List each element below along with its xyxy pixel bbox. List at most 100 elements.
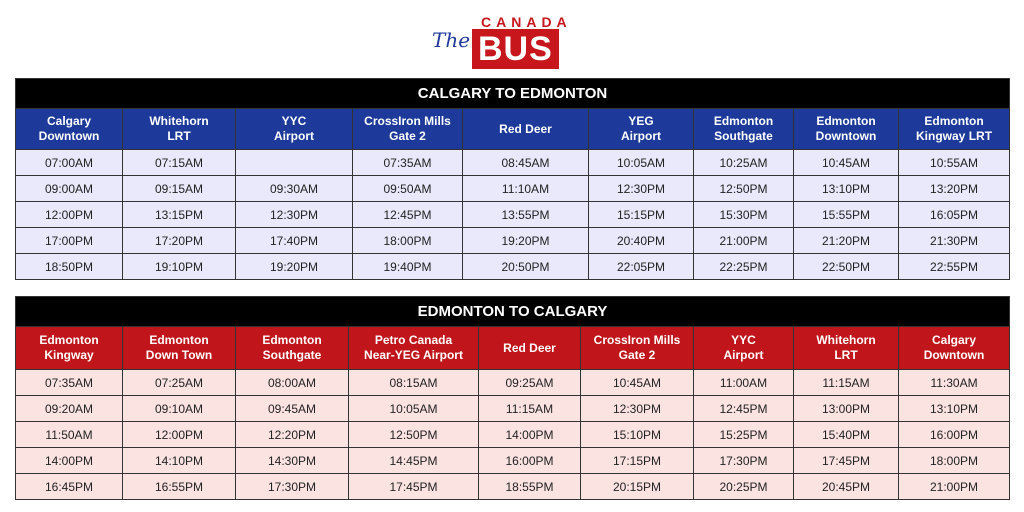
column-header: YYC Airport <box>235 108 353 150</box>
time-cell <box>235 149 353 176</box>
table-row: 07:35AM 07:25AM 08:00AM 08:15AM 09:25AM 10:45… <box>15 369 1011 396</box>
time-cell: 21:20PM <box>793 227 899 254</box>
time-cell: 22:05PM <box>588 253 694 280</box>
time-cell: 18:50PM <box>15 253 123 280</box>
time-cell: 16:00PM <box>478 447 581 474</box>
time-cell: 15:25PM <box>693 421 794 448</box>
column-header: Edmonton Southgate <box>235 326 349 370</box>
time-cell: 07:15AM <box>122 149 236 176</box>
column-header: Whitehorn LRT <box>122 108 236 150</box>
time-cell: 20:40PM <box>588 227 694 254</box>
time-cell: 13:10PM <box>793 175 899 202</box>
table-row: 07:00AM 07:15AM 07:35AM 08:45AM 10:05AM 10:25… <box>15 149 1011 176</box>
time-cell: 12:45PM <box>693 395 794 422</box>
time-cell: 17:30PM <box>693 447 794 474</box>
time-cell: 17:30PM <box>235 473 349 500</box>
time-cell: 11:50AM <box>15 421 123 448</box>
time-cell: 14:30PM <box>235 447 349 474</box>
table-title: EDMONTON TO CALGARY <box>14 296 1011 327</box>
time-cell: 10:05AM <box>588 149 694 176</box>
time-cell: 12:20PM <box>235 421 349 448</box>
time-cell: 11:10AM <box>462 175 589 202</box>
table-title: CALGARY TO EDMONTON <box>14 78 1011 109</box>
time-cell: 11:15AM <box>478 395 581 422</box>
time-cell: 12:00PM <box>15 201 123 228</box>
table-row: 14:00PM 14:10PM 14:30PM 14:45PM 16:00PM 17:15… <box>15 447 1011 474</box>
column-header: Calgary Downtown <box>897 326 1011 370</box>
time-cell: 13:10PM <box>897 395 1011 422</box>
time-cell: 13:20PM <box>897 175 1011 202</box>
time-cell: 14:45PM <box>348 447 479 474</box>
time-cell: 09:15AM <box>122 175 236 202</box>
time-cell: 16:45PM <box>15 473 123 500</box>
time-cell: 09:45AM <box>235 395 349 422</box>
time-cell: 22:50PM <box>793 253 899 280</box>
time-cell: 19:10PM <box>122 253 236 280</box>
time-cell: 07:35AM <box>15 369 123 396</box>
table-row: 18:50PM 19:10PM 19:20PM 19:40PM 20:50PM 22:05… <box>15 253 1011 280</box>
time-cell: 10:55AM <box>897 149 1011 176</box>
time-cell: 09:00AM <box>15 175 123 202</box>
title-row: CALGARY TO EDMONTON <box>14 78 1011 109</box>
time-cell: 13:00PM <box>793 395 899 422</box>
column-header: Petro Canada Near-YEG Airport <box>348 326 479 370</box>
time-cell: 20:50PM <box>462 253 589 280</box>
time-cell: 08:15AM <box>348 369 479 396</box>
column-header: YEG Airport <box>588 108 694 150</box>
table-row: 17:00PM 17:20PM 17:40PM 18:00PM 19:20PM 20:40… <box>15 227 1011 254</box>
time-cell: 09:20AM <box>15 395 123 422</box>
time-cell: 09:30AM <box>235 175 353 202</box>
time-cell: 20:15PM <box>580 473 694 500</box>
time-cell: 19:20PM <box>235 253 353 280</box>
time-cell: 16:00PM <box>897 421 1011 448</box>
time-cell: 15:40PM <box>793 421 899 448</box>
time-cell: 10:45AM <box>793 149 899 176</box>
column-header: Edmonton Downtown <box>793 108 899 150</box>
calgary-to-edmonton-table: CALGARY TO EDMONTON Calgary Downtown Whiteh… <box>14 78 1011 280</box>
edmonton-to-calgary-table: EDMONTON TO CALGARY Edmonton Kingway Edmont… <box>14 296 1011 500</box>
column-header: CrossIron Mills Gate 2 <box>352 108 463 150</box>
time-cell: 14:10PM <box>122 447 236 474</box>
time-cell: 08:45AM <box>462 149 589 176</box>
column-header: Edmonton Kingway <box>15 326 123 370</box>
time-cell: 19:40PM <box>352 253 463 280</box>
time-cell: 18:55PM <box>478 473 581 500</box>
table-row: 09:20AM 09:10AM 09:45AM 10:05AM 11:15AM 12:30… <box>15 395 1011 422</box>
table-row: 12:00PM 13:15PM 12:30PM 12:45PM 13:55PM 15:15… <box>15 201 1011 228</box>
time-cell: 13:55PM <box>462 201 589 228</box>
time-cell: 17:20PM <box>122 227 236 254</box>
time-cell: 17:45PM <box>348 473 479 500</box>
time-cell: 19:20PM <box>462 227 589 254</box>
time-cell: 10:25AM <box>693 149 794 176</box>
time-cell: 15:30PM <box>693 201 794 228</box>
time-cell: 14:00PM <box>478 421 581 448</box>
header-row: Calgary Downtown Whitehorn LRT YYC Airport Cro… <box>15 108 1011 150</box>
table-row: 16:45PM 16:55PM 17:30PM 17:45PM 18:55PM 20:15… <box>15 473 1011 500</box>
time-cell: 07:00AM <box>15 149 123 176</box>
time-cell: 12:50PM <box>348 421 479 448</box>
time-cell: 18:00PM <box>897 447 1011 474</box>
time-cell: 21:00PM <box>897 473 1011 500</box>
column-header: Edmonton Southgate <box>693 108 794 150</box>
time-cell: 17:45PM <box>793 447 899 474</box>
the-canada-bus-logo: The CANADA BUS <box>430 12 590 69</box>
column-header: Calgary Downtown <box>15 108 123 150</box>
time-cell: 07:35AM <box>352 149 463 176</box>
table-row: 11:50AM 12:00PM 12:20PM 12:50PM 14:00PM 15:10… <box>15 421 1011 448</box>
time-cell: 15:15PM <box>588 201 694 228</box>
time-cell: 11:30AM <box>897 369 1011 396</box>
header-row: Edmonton Kingway Edmonton Down Town Edmonton… <box>15 326 1011 370</box>
column-header: Edmonton Kingway LRT <box>897 108 1011 150</box>
time-cell: 22:25PM <box>693 253 794 280</box>
time-cell: 18:00PM <box>352 227 463 254</box>
time-cell: 10:45AM <box>580 369 694 396</box>
time-cell: 17:15PM <box>580 447 694 474</box>
time-cell: 12:30PM <box>235 201 353 228</box>
time-cell: 20:45PM <box>793 473 899 500</box>
column-header: CrossIron Mills Gate 2 <box>580 326 694 370</box>
time-cell: 15:10PM <box>580 421 694 448</box>
table-row: 09:00AM 09:15AM 09:30AM 09:50AM 11:10AM 12:30… <box>15 175 1011 202</box>
time-cell: 16:55PM <box>122 473 236 500</box>
time-cell: 09:25AM <box>478 369 581 396</box>
time-cell: 15:55PM <box>793 201 899 228</box>
